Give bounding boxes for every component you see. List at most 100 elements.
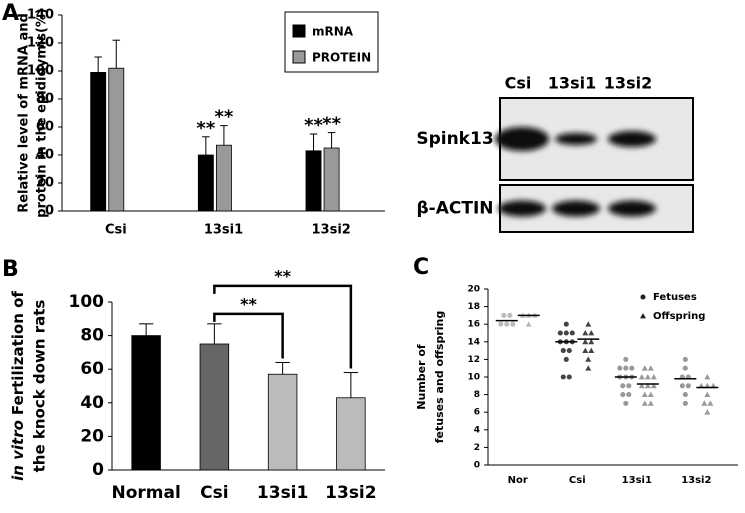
y-tick-label: 18 [467,302,480,312]
data-point [647,365,654,371]
data-point [704,409,711,415]
data-point [560,348,566,354]
significance: ** [304,115,323,136]
data-point [566,374,572,380]
x-tick-label: Csi [105,223,127,238]
y-axis-label-italic: in vitro [9,420,27,481]
data-point [620,392,626,398]
data-point [623,356,629,362]
y-tick-label: 2 [474,443,480,453]
y-axis-label: the knock down rats [31,300,49,473]
legend-label: mRNA [312,25,354,39]
data-point [582,347,589,353]
data-point [685,383,691,389]
bar [90,72,107,212]
x-tick-label: 13si2 [681,475,711,486]
data-point [588,338,595,345]
legend-box [284,11,379,73]
y-tick-label: 80 [36,92,54,107]
data-point [650,374,657,380]
blot-band [608,200,656,217]
data-point [582,330,589,336]
y-tick-label: 12 [467,355,480,365]
data-point [557,330,563,336]
y-tick-label: 10 [467,373,480,383]
data-point [507,312,513,318]
y-tick-label: 8 [474,390,480,400]
y-tick-label: 14 [467,337,480,347]
data-point [626,383,632,389]
lane-label: 13si2 [604,74,652,93]
y-tick-label: 16 [467,320,480,330]
blot-band [552,200,600,217]
y-tick-label: 20 [36,176,54,191]
x-tick-label: Csi [200,483,228,503]
y-tick-label: 140 [27,8,54,23]
y-tick-label: 20 [80,426,104,446]
bar [215,144,232,212]
y-axis-label: protein in the epididymis(%) [35,8,50,218]
significance: ** [240,294,257,313]
data-point [510,321,516,327]
y-tick-label: 20 [467,285,480,295]
x-tick-label: 13si1 [622,475,652,486]
legend-marker [640,313,646,319]
data-point [644,374,651,380]
data-point [644,382,651,389]
data-point [585,365,592,371]
data-point [617,365,623,371]
y-tick-label: 120 [27,36,54,51]
lane-label: 13si1 [548,74,596,93]
y-tick-label: 60 [36,120,54,135]
data-point [563,330,569,336]
data-point [582,338,589,345]
y-tick-label: 40 [36,148,54,163]
data-point [563,356,569,362]
data-point [647,400,654,406]
y-tick-label: 0 [474,461,480,471]
data-point [498,321,504,327]
y-tick-label: 100 [69,292,105,312]
y-axis-label: in vitro Fertilization of [9,291,27,481]
data-point [638,382,645,389]
legend-label: Fetuses [653,292,697,303]
data-point [707,400,714,406]
data-point [563,321,569,327]
data-point [682,392,688,398]
significance-bracket [213,312,284,359]
data-point [588,330,595,336]
y-axis-label-text: Fertilization of [9,291,27,415]
blot-band [608,131,656,147]
data-point [585,356,592,362]
bar [305,150,322,212]
data-point [647,391,654,397]
x-tick-label: 13si1 [257,483,308,503]
data-point [629,365,635,371]
y-axis-label: fetuses and offspring [433,311,446,443]
data-point [525,321,532,327]
y-tick-label: 100 [27,64,54,79]
data-point [569,330,575,336]
row-label: Spink13 [416,129,493,149]
data-point [701,400,708,406]
data-point [679,383,685,389]
x-tick-label: Csi [569,475,586,486]
y-tick-label: 4 [474,425,480,435]
data-point [560,374,566,380]
data-point [623,400,629,406]
x-tick-label: 13si2 [311,223,350,238]
data-point [623,365,629,371]
x-tick-label: Nor [508,475,528,486]
data-point [641,365,648,371]
legend-swatch [292,50,306,64]
data-point [638,374,645,380]
significance: ** [322,114,341,135]
lane-label: Csi [505,74,532,93]
bar [267,373,298,471]
bar [131,335,161,471]
y-tick-label: 60 [80,359,104,379]
y-axis-label: Relative level of mRNA and [17,13,32,213]
legend-marker [640,294,646,300]
